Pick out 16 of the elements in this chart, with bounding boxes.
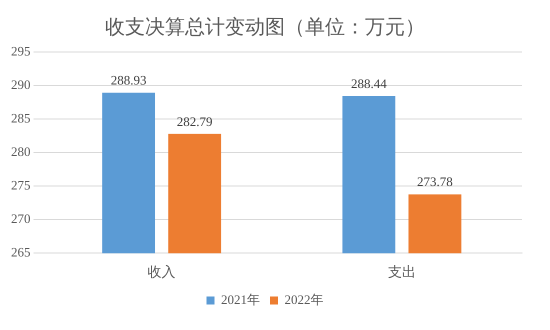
x-tick-label: 收入 — [148, 264, 176, 280]
data-label: 273.78 — [417, 174, 453, 190]
y-tick-label: 285 — [11, 110, 30, 126]
y-tick-label: 265 — [11, 244, 30, 260]
y-tick-label: 290 — [11, 76, 30, 92]
data-label: 288.93 — [110, 72, 146, 88]
y-tick-label: 270 — [11, 211, 30, 226]
y-tick-label: 275 — [11, 178, 30, 193]
y-tick-label: 280 — [11, 144, 30, 160]
x-tick-label: 支出 — [388, 264, 416, 280]
chart-title: 收支决算总计变动图（单位：万元） — [105, 16, 425, 38]
data-label: 288.44 — [350, 76, 388, 91]
legend-label: 2021年 — [221, 292, 260, 307]
data-label: 282.79 — [176, 114, 213, 129]
legend-label: 2022年 — [284, 292, 324, 307]
y-tick-label: 295 — [11, 43, 30, 58]
